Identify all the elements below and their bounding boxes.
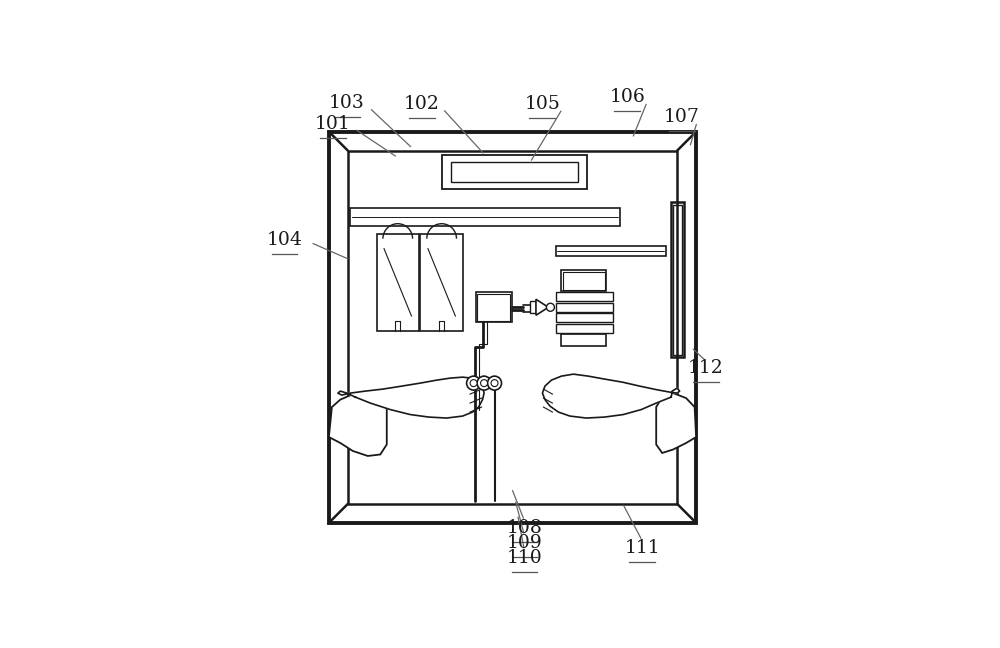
Bar xyxy=(561,270,606,292)
Text: 109: 109 xyxy=(507,534,542,552)
Circle shape xyxy=(546,303,554,311)
Text: 110: 110 xyxy=(507,549,542,567)
Bar xyxy=(348,150,677,504)
Circle shape xyxy=(491,380,498,387)
Polygon shape xyxy=(542,374,680,418)
Text: 107: 107 xyxy=(664,108,700,126)
Circle shape xyxy=(481,380,488,387)
Circle shape xyxy=(477,376,491,390)
Text: 112: 112 xyxy=(688,359,724,377)
FancyBboxPatch shape xyxy=(420,234,463,331)
Bar xyxy=(442,155,587,189)
Text: 108: 108 xyxy=(507,519,542,537)
Bar xyxy=(556,246,666,257)
Circle shape xyxy=(488,376,502,390)
Bar xyxy=(561,334,606,346)
Text: 101: 101 xyxy=(315,115,351,133)
Text: 111: 111 xyxy=(624,538,660,557)
Polygon shape xyxy=(536,299,548,316)
Bar xyxy=(563,272,605,290)
Polygon shape xyxy=(656,393,696,453)
Text: 106: 106 xyxy=(609,87,645,106)
Bar xyxy=(476,292,512,322)
Bar xyxy=(556,292,613,301)
Text: 104: 104 xyxy=(267,231,302,249)
Circle shape xyxy=(467,376,481,390)
Polygon shape xyxy=(329,392,387,456)
Bar xyxy=(477,294,510,321)
Bar xyxy=(451,162,578,181)
Bar xyxy=(530,301,536,313)
Bar xyxy=(673,205,682,354)
Bar xyxy=(556,303,613,312)
Text: 102: 102 xyxy=(404,95,440,113)
Circle shape xyxy=(470,380,477,387)
Polygon shape xyxy=(338,377,484,418)
Bar xyxy=(556,313,613,322)
Bar xyxy=(329,132,696,523)
Bar xyxy=(671,202,684,357)
Bar xyxy=(556,324,613,333)
Text: 103: 103 xyxy=(329,94,365,111)
FancyBboxPatch shape xyxy=(377,234,419,331)
Bar xyxy=(350,209,620,226)
Text: 105: 105 xyxy=(525,95,560,113)
